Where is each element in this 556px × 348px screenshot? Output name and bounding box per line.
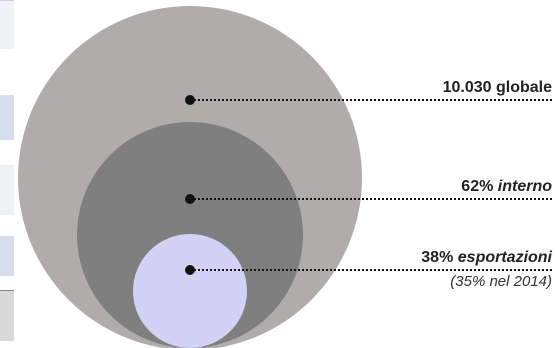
side-band-3 [0,165,14,215]
side-band-2 [0,95,14,140]
label-internal: 62% interno [461,178,552,196]
label-exports-value: 38% [421,249,454,266]
side-band-5 [0,290,14,341]
label-global-value: 10.030 [442,79,492,96]
label-global: 10.030 globale [443,79,552,97]
side-band-1 [0,0,14,49]
label-internal-value: 62% [461,178,494,195]
marker-dot-exports [185,265,195,275]
label-exports-text: esportazioni [457,249,552,266]
side-table-fragment [0,0,14,348]
inner-circle-exports [133,234,247,348]
label-exports: 38% esportazioni [421,249,552,267]
label-exports-sub: (35% nel 2014) [450,273,552,290]
marker-dot-global [185,95,195,105]
marker-dot-internal [185,194,195,204]
label-global-text: globale [495,79,552,96]
label-internal-text: interno [497,178,552,195]
side-band-4 [0,236,14,276]
